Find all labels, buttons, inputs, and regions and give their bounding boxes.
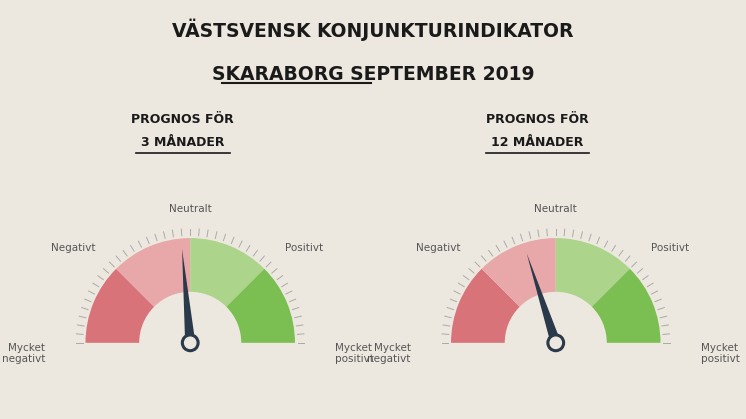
Text: Neutralt: Neutralt: [534, 204, 577, 214]
Wedge shape: [190, 238, 264, 307]
Text: PROGNOS FÖR: PROGNOS FÖR: [486, 113, 589, 126]
Text: Mycket
positivt: Mycket positivt: [700, 343, 740, 365]
Wedge shape: [451, 269, 520, 343]
Text: Positivt: Positivt: [285, 243, 323, 253]
Wedge shape: [116, 238, 190, 307]
Text: 3 MÅNADER: 3 MÅNADER: [141, 136, 225, 149]
Wedge shape: [86, 269, 154, 343]
Text: Negativt: Negativt: [416, 243, 461, 253]
Text: Negativt: Negativt: [51, 243, 95, 253]
Circle shape: [547, 334, 565, 352]
Circle shape: [181, 334, 199, 352]
Circle shape: [550, 337, 562, 349]
Wedge shape: [556, 238, 630, 307]
Text: Mycket
positivt: Mycket positivt: [335, 343, 374, 365]
Text: 12 MÅNADER: 12 MÅNADER: [491, 136, 583, 149]
Text: Positivt: Positivt: [651, 243, 689, 253]
Text: Mycket
negativt: Mycket negativt: [367, 343, 411, 365]
Text: PROGNOS FÖR: PROGNOS FÖR: [131, 113, 234, 126]
Circle shape: [184, 337, 196, 349]
Polygon shape: [527, 253, 561, 344]
Text: SKARABORG SEPTEMBER 2019: SKARABORG SEPTEMBER 2019: [212, 65, 534, 84]
Text: VÄSTSVENSK KONJUNKTURINDIKATOR: VÄSTSVENSK KONJUNKTURINDIKATOR: [172, 19, 574, 41]
Wedge shape: [592, 269, 660, 343]
Text: Mycket
negativt: Mycket negativt: [1, 343, 46, 365]
Text: Neutralt: Neutralt: [169, 204, 212, 214]
Wedge shape: [226, 269, 295, 343]
Polygon shape: [182, 249, 195, 343]
Wedge shape: [482, 238, 556, 307]
